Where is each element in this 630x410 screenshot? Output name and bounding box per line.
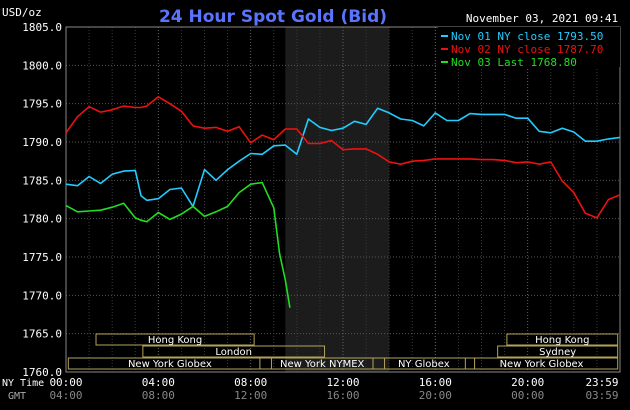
legend-background: [438, 27, 620, 67]
plot-frame: [65, 26, 621, 373]
y-tick-label: 1775.0: [22, 251, 62, 264]
legend-entry: Nov 01 NY close 1793.50: [451, 30, 603, 43]
x-axis: 00:0004:0004:0008:0008:0012:0012:0016:00…: [49, 376, 618, 402]
session-box: [497, 345, 619, 358]
session-box: [506, 333, 619, 346]
y-tick-label: 1780.0: [22, 213, 62, 226]
legend-entry: Nov 02 NY close 1787.70: [451, 43, 603, 56]
x-tick-label-ny: 23:59: [585, 376, 618, 389]
chart-date: November 03, 2021 09:41: [466, 12, 618, 25]
session-label: New York Globex: [500, 359, 584, 370]
y-tick-label: 1785.0: [22, 174, 62, 187]
y-axis-label: USD/oz: [2, 6, 42, 19]
x-tick-label-gmt: 12:00: [234, 389, 267, 402]
y-tick-label: 1795.0: [22, 98, 62, 111]
session-label: London: [215, 347, 252, 358]
session-label: Sydney: [539, 347, 576, 358]
shaded-region: [285, 27, 390, 372]
y-tick-label: 1765.0: [22, 328, 62, 341]
session-box: [464, 357, 619, 370]
x-tick-label-ny: 04:00: [142, 376, 175, 389]
y-tick-label: 1800.0: [22, 59, 62, 72]
x-tick-label-ny: 00:00: [49, 376, 82, 389]
y-tick-label: 1805.0: [22, 21, 62, 34]
grid: [66, 26, 620, 373]
x-tick-label-ny: 16:00: [419, 376, 452, 389]
x-tick-label-gmt: 00:00: [511, 389, 544, 402]
y-axis: 1760.0 1765.0 1770.0 1775.0 1780.0 1785.0 1790…: [22, 21, 62, 379]
session-box: [95, 333, 255, 346]
chart-title: 24 Hour Spot Gold (Bid): [159, 7, 387, 27]
x-tick-label-gmt: 08:00: [142, 389, 175, 402]
session-box: [142, 345, 326, 358]
session-label: Hong Kong: [148, 335, 202, 346]
session-label: New York Globex: [128, 359, 212, 370]
x-row-label-gmt: GMT: [8, 391, 26, 402]
x-tick-label-gmt: 16:00: [326, 389, 359, 402]
series-line: [65, 96, 621, 219]
session-label: New York NYMEX: [280, 359, 365, 370]
x-tick-label-ny: 12:00: [326, 376, 359, 389]
x-tick-label-ny: 20:00: [511, 376, 544, 389]
y-tick-label: 1790.0: [22, 136, 62, 149]
series-layer: [65, 96, 621, 308]
x-tick-label-ny: 08:00: [234, 376, 267, 389]
x-tick-label-gmt: 03:59: [585, 389, 618, 402]
session-box: [67, 357, 272, 370]
x-tick-label-gmt: 20:00: [419, 389, 452, 402]
session-box: [259, 357, 386, 370]
session-label: Hong Kong: [535, 335, 589, 346]
y-tick-label: 1770.0: [22, 289, 62, 302]
session-label: NY Globex: [398, 359, 450, 370]
x-tick-label-gmt: 04:00: [49, 389, 82, 402]
series-line: [65, 181, 291, 308]
legend-entry: Nov 03 Last 1768.80: [451, 56, 577, 69]
session-box: [372, 357, 476, 370]
y-tick-label: 1760.0: [22, 366, 62, 379]
series-line: [65, 107, 621, 208]
x-row-label-ny: NY Time: [2, 378, 44, 389]
